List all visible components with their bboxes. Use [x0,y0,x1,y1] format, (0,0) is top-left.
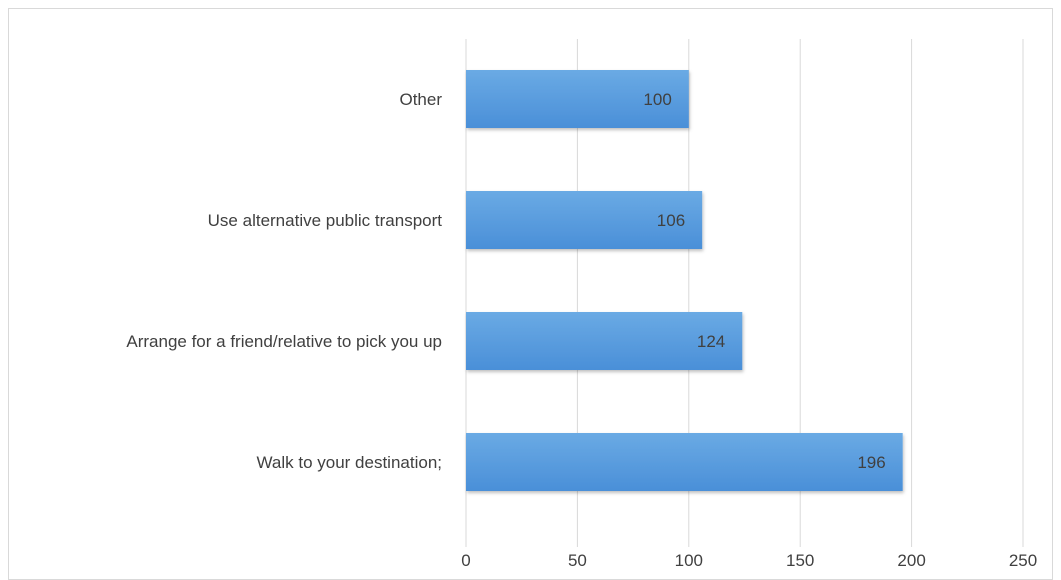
data-label: 100 [643,90,671,109]
data-label: 106 [657,211,685,230]
x-tick-label: 100 [675,551,703,570]
bars: 100 106 124 196 [466,70,903,491]
x-axis-tick-labels: 0 50 100 150 200 250 [461,551,1037,570]
category-label: Other [399,90,442,109]
x-tick-label: 200 [897,551,925,570]
x-tick-label: 50 [568,551,587,570]
category-label: Use alternative public transport [208,211,443,230]
x-tick-label: 150 [786,551,814,570]
category-labels: Other Use alternative public transport Arr… [126,90,442,472]
category-label: Arrange for a friend/relative to pick yo… [126,332,442,351]
chart-frame: 100 106 124 196 Other Use alternative public… [8,8,1053,580]
category-label: Walk to your destination; [256,453,442,472]
data-label: 124 [697,332,725,351]
data-label: 196 [857,453,885,472]
bar [466,433,903,491]
bar-chart: 100 106 124 196 Other Use alternative public… [9,9,1054,579]
x-tick-label: 0 [461,551,470,570]
x-tick-label: 250 [1009,551,1037,570]
